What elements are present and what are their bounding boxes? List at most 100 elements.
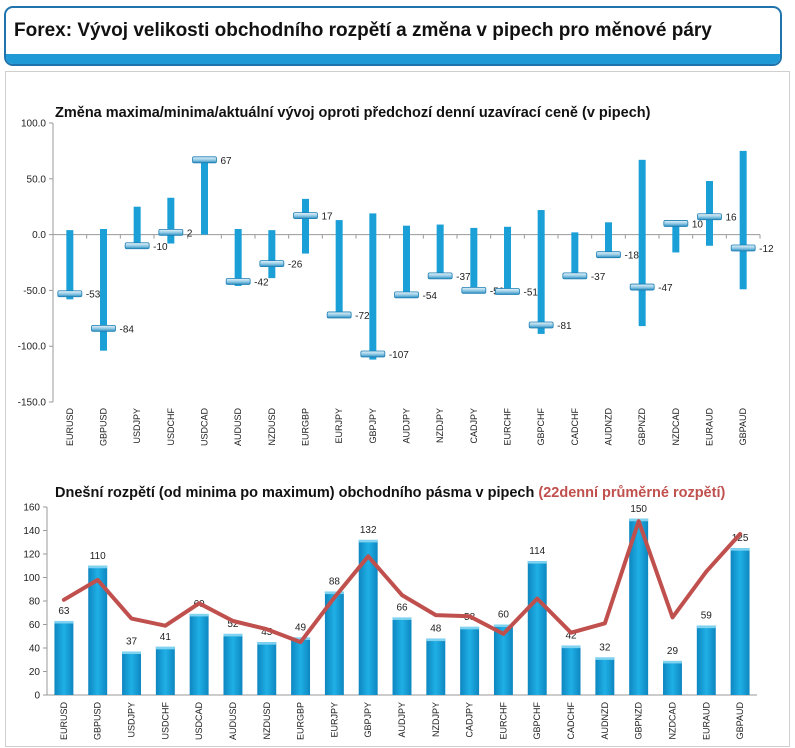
data-label: 125 — [732, 533, 749, 544]
data-label: -37 — [456, 272, 471, 283]
range-bar — [537, 210, 545, 334]
bar-top-highlight — [358, 539, 378, 543]
current-marker — [360, 350, 386, 358]
range-bar — [426, 638, 446, 695]
y-tick-label: 160 — [23, 503, 40, 514]
data-label: -18 — [625, 251, 640, 262]
range-bar — [257, 642, 277, 695]
chart-2-title-main: Dnešní rozpětí (od minima po maximum) ob… — [55, 485, 538, 501]
data-label: -37 — [591, 272, 606, 283]
category-label: GBPCHF — [536, 408, 546, 446]
data-label: 45 — [261, 627, 273, 638]
current-marker — [562, 272, 588, 280]
category-label: GBPJPY — [368, 408, 378, 444]
current-marker — [326, 311, 352, 319]
current-marker — [629, 283, 655, 291]
current-marker — [57, 290, 83, 298]
data-label: 41 — [160, 632, 172, 643]
bar-top-highlight — [324, 591, 344, 595]
range-bar — [436, 224, 444, 276]
category-label: EURJPY — [329, 702, 339, 738]
data-label: -53 — [86, 290, 101, 301]
range-bar — [672, 221, 680, 253]
range-bar — [189, 613, 209, 695]
current-marker — [124, 242, 150, 250]
category-label: USDCHF — [160, 701, 170, 739]
current-marker — [225, 278, 251, 285]
range-bar — [629, 518, 649, 695]
category-label: CADJPY — [465, 702, 475, 738]
range-bar — [335, 220, 343, 315]
current-marker — [394, 291, 419, 299]
category-label: NZDCAD — [671, 408, 681, 446]
range-bar — [122, 651, 141, 695]
category-label: CADJPY — [469, 408, 479, 444]
category-label: USDCAD — [194, 702, 204, 741]
range-bar — [392, 617, 412, 695]
category-label: USDCHF — [166, 407, 176, 445]
range-bar — [167, 197, 175, 244]
category-label: AUDNZD — [600, 702, 610, 740]
bar-top-highlight — [155, 646, 175, 650]
current-marker — [528, 321, 554, 329]
bar-top-highlight — [696, 625, 716, 629]
category-label: NZDCAD — [667, 702, 677, 740]
bar-top-highlight — [189, 613, 209, 617]
data-label: 88 — [329, 577, 341, 588]
data-label: 2 — [187, 228, 193, 239]
bar-top-highlight — [527, 561, 547, 564]
bar-top-highlight — [595, 657, 615, 660]
range-bar — [66, 230, 74, 300]
y-tick-label: 120 — [23, 550, 40, 561]
data-label: 17 — [322, 212, 334, 223]
y-tick-label: -100.0 — [18, 342, 47, 353]
current-marker — [192, 156, 217, 164]
category-label: EURCHF — [503, 407, 513, 445]
category-label: GBPAUD — [738, 408, 748, 446]
current-marker — [596, 251, 621, 259]
bar-top-highlight — [291, 637, 311, 640]
data-label: 29 — [667, 646, 679, 657]
y-tick-label: 140 — [23, 526, 40, 537]
data-label: -107 — [389, 350, 409, 361]
header-accent-bar — [6, 54, 780, 64]
category-label: EURUSD — [59, 702, 69, 741]
bar-top-highlight — [426, 638, 446, 642]
range-bar — [223, 633, 243, 695]
category-label: NZDJPY — [435, 408, 445, 443]
daily-range-chart: Dnešní rozpětí (od minima po maximum) ob… — [23, 485, 757, 741]
current-marker — [730, 244, 756, 252]
data-label: -72 — [355, 311, 370, 322]
bar-top-highlight — [493, 624, 513, 627]
data-label: 66 — [396, 602, 408, 613]
range-bar — [403, 225, 410, 296]
data-label: 60 — [498, 610, 510, 621]
bar-top-highlight — [257, 642, 277, 645]
category-label: GBPUSD — [93, 702, 103, 741]
range-bar — [324, 591, 344, 695]
data-label: -84 — [120, 324, 135, 335]
current-marker — [663, 220, 689, 227]
range-bar — [504, 226, 511, 293]
data-label: -51 — [524, 288, 539, 299]
category-label: USDJPY — [132, 408, 142, 444]
data-label: -10 — [153, 242, 168, 253]
category-label: GBPUSD — [99, 408, 109, 447]
page-header: Forex: Vývoj velikosti obchodního rozpět… — [4, 6, 782, 66]
range-bar — [100, 229, 107, 351]
category-label: GBPAUD — [735, 702, 745, 740]
range-bar — [696, 625, 716, 695]
current-marker — [427, 272, 453, 280]
range-bar — [561, 645, 581, 695]
data-label: 42 — [565, 631, 577, 642]
category-label: CADCHF — [566, 701, 576, 739]
range-bar — [663, 660, 682, 695]
y-tick-label: 40 — [29, 644, 41, 655]
range-bar — [638, 159, 646, 327]
data-label: 10 — [692, 219, 704, 230]
current-marker — [91, 324, 116, 332]
range-bar — [358, 539, 378, 695]
category-label: AUDJPY — [402, 408, 412, 444]
current-marker — [697, 213, 722, 221]
y-tick-label: 80 — [29, 597, 41, 608]
